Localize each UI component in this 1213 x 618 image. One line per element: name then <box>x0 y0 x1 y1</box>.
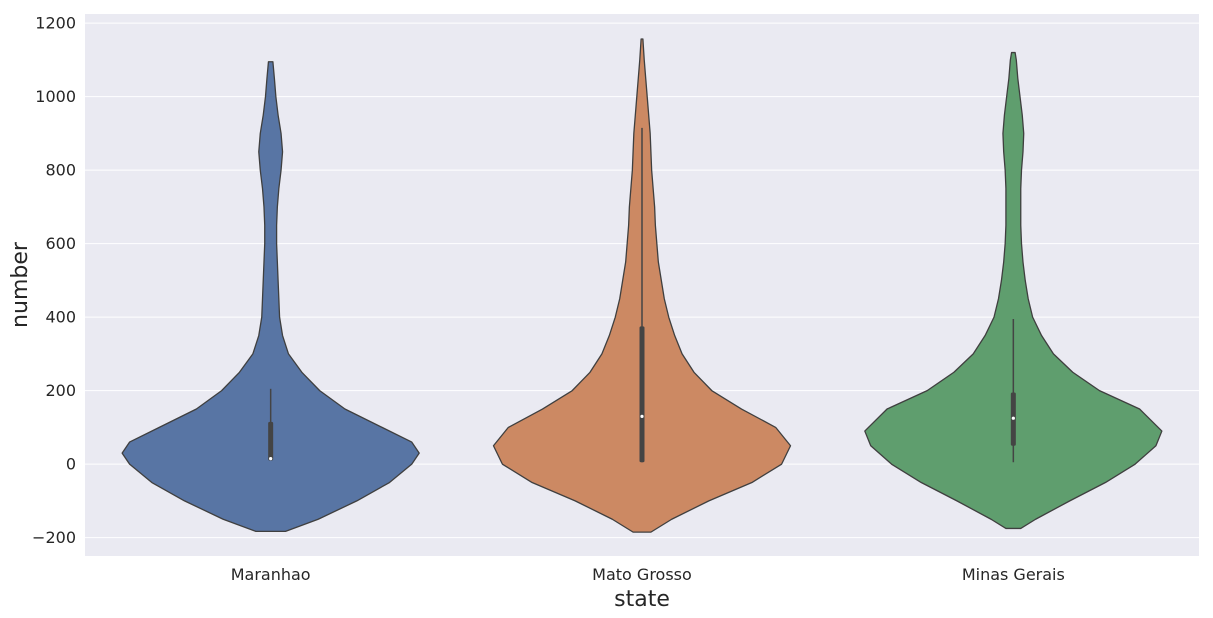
y-tick-label-0: −200 <box>32 528 76 547</box>
y-tick-label-6: 1000 <box>35 87 76 106</box>
x-tick-label-2: Mato Grosso <box>592 565 692 584</box>
iqr-box-1 <box>268 421 274 461</box>
y-tick-label-1: 0 <box>66 455 76 474</box>
violin-1 <box>121 61 420 533</box>
median-dot-2 <box>640 414 644 418</box>
y-tick-labels: −200 0 200 400 600 800 1000 1200 <box>32 14 76 547</box>
y-tick-label-5: 800 <box>45 161 76 180</box>
y-tick-label-3: 400 <box>45 308 76 327</box>
x-tick-label-1: Maranhao <box>231 565 311 584</box>
y-tick-label-7: 1200 <box>35 14 76 33</box>
x-tick-labels: Maranhao Mato Grosso Minas Gerais <box>231 565 1065 584</box>
iqr-box-2 <box>639 326 645 463</box>
violins <box>121 38 1163 533</box>
y-tick-label-2: 200 <box>45 381 76 400</box>
median-dot-3 <box>1011 416 1015 420</box>
violin-3 <box>864 51 1163 530</box>
y-axis-label: number <box>8 241 33 328</box>
median-dot-1 <box>269 457 273 461</box>
y-tick-label-4: 600 <box>45 234 76 253</box>
x-tick-label-3: Minas Gerais <box>962 565 1065 584</box>
x-axis-label: state <box>614 587 670 612</box>
